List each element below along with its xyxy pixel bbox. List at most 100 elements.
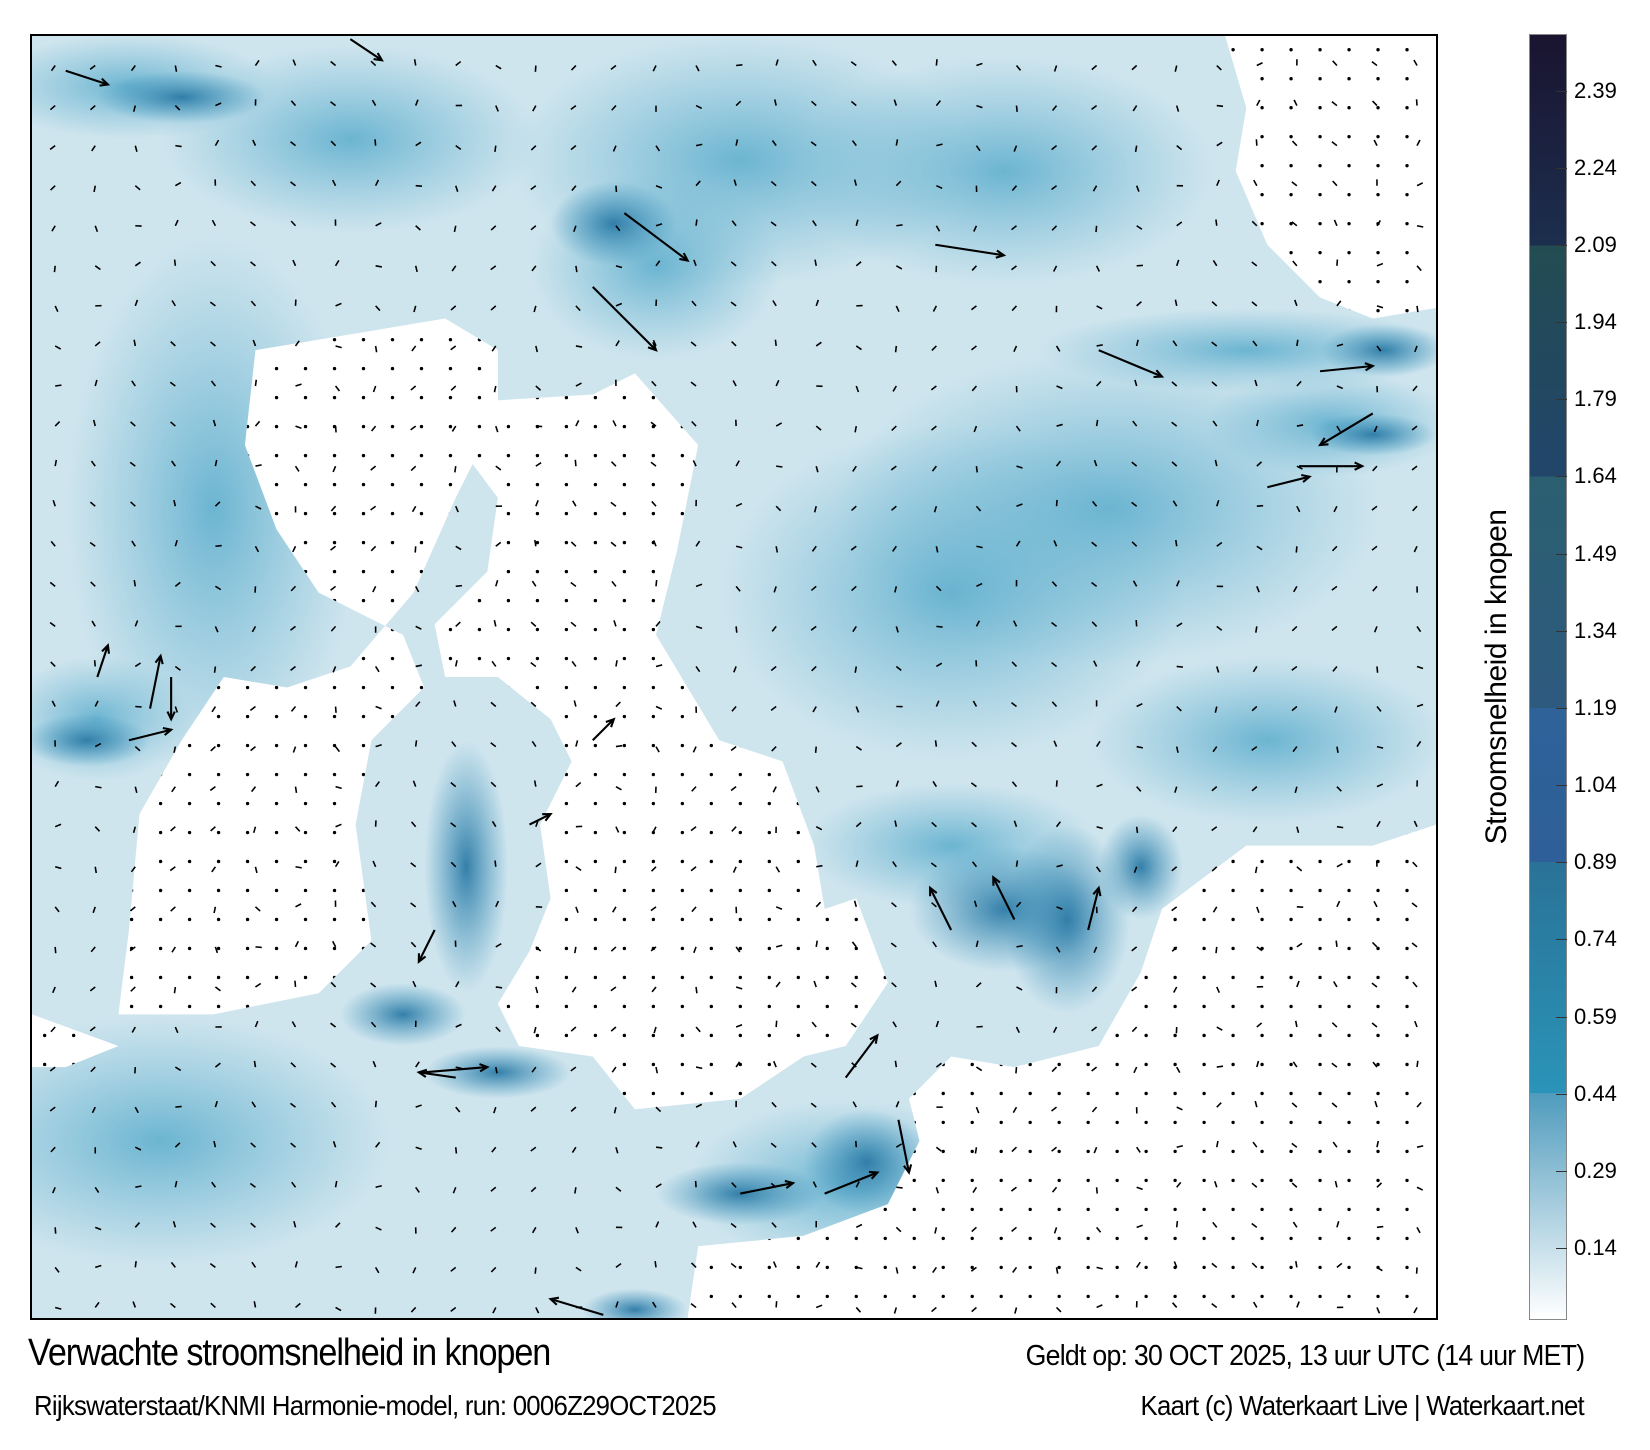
current-vector bbox=[973, 900, 978, 908]
current-vector bbox=[1416, 1186, 1424, 1191]
current-vector bbox=[50, 1026, 56, 1033]
current-vector bbox=[250, 300, 257, 307]
current-vector bbox=[690, 1303, 697, 1309]
current-vector bbox=[1091, 541, 1098, 547]
current-vector bbox=[490, 1226, 497, 1232]
current-vector bbox=[615, 1186, 622, 1192]
current-vector bbox=[1091, 145, 1098, 151]
current-vector bbox=[415, 1146, 422, 1150]
current-vector bbox=[575, 345, 583, 348]
current-vector bbox=[810, 585, 817, 592]
current-vector bbox=[1373, 626, 1378, 633]
current-vector bbox=[50, 185, 56, 191]
current-vector bbox=[1091, 1026, 1098, 1032]
current-vector bbox=[455, 1066, 463, 1070]
current-vector bbox=[372, 1060, 377, 1068]
current-vector bbox=[415, 1186, 420, 1193]
current-vector bbox=[691, 786, 697, 792]
current-vector bbox=[975, 505, 982, 512]
current-vector bbox=[374, 139, 377, 146]
current-vector bbox=[652, 339, 657, 347]
current-vector bbox=[174, 665, 181, 671]
current-vector bbox=[1336, 746, 1339, 753]
current-vector bbox=[1011, 742, 1017, 748]
current-vector bbox=[495, 541, 502, 547]
current-vector bbox=[1171, 381, 1178, 387]
current-vector bbox=[1296, 505, 1301, 513]
current-vector bbox=[1136, 225, 1143, 230]
current-vector bbox=[731, 220, 737, 227]
current-vector bbox=[410, 425, 417, 431]
current-vector bbox=[330, 101, 337, 107]
current-vector bbox=[170, 1261, 176, 1268]
current-vector bbox=[1412, 505, 1418, 512]
current-vector bbox=[454, 466, 457, 473]
current-vector bbox=[775, 1020, 778, 1028]
current-vector bbox=[1376, 783, 1384, 788]
current-vector bbox=[733, 666, 737, 673]
current-vector bbox=[495, 465, 502, 471]
current-vector bbox=[1296, 424, 1304, 427]
current-vector bbox=[773, 99, 777, 106]
valid-time: Geldt op: 30 OCT 2025, 13 uur UTC (14 uu… bbox=[1025, 1340, 1585, 1372]
current-vector bbox=[1051, 1146, 1058, 1152]
current-vector bbox=[1091, 500, 1098, 507]
current-vector bbox=[292, 545, 297, 553]
colorbar-tick-label: 2.24 bbox=[1574, 154, 1617, 180]
current-vector bbox=[1131, 64, 1138, 71]
current-vector bbox=[533, 305, 537, 313]
current-vector bbox=[1336, 825, 1344, 829]
current-vector bbox=[411, 505, 417, 513]
current-vector bbox=[731, 826, 737, 832]
current-vector bbox=[290, 1142, 297, 1148]
current-vector bbox=[1372, 585, 1378, 592]
current-vector bbox=[615, 785, 622, 791]
land-area bbox=[118, 318, 498, 1015]
current-vector bbox=[810, 180, 817, 187]
current-vector bbox=[1215, 946, 1218, 954]
current-vector bbox=[1416, 625, 1422, 633]
current-vector bbox=[690, 826, 697, 832]
current-vector bbox=[852, 625, 857, 633]
current-vector bbox=[495, 64, 502, 70]
current-vector bbox=[455, 1106, 461, 1113]
current-vector bbox=[894, 345, 898, 353]
current-vector bbox=[1052, 265, 1058, 272]
current-vector bbox=[1292, 260, 1298, 267]
current-arrow bbox=[529, 812, 553, 826]
current-vector bbox=[530, 185, 537, 191]
current-vector bbox=[1134, 379, 1138, 387]
current-vector bbox=[1093, 459, 1098, 467]
current-vector bbox=[294, 465, 300, 472]
current-vector bbox=[655, 1146, 663, 1149]
current-vector bbox=[975, 982, 982, 988]
current-vector bbox=[1371, 982, 1378, 988]
current-vector bbox=[210, 260, 216, 267]
land-area bbox=[687, 824, 1436, 1318]
current-vector bbox=[775, 906, 783, 911]
current-vector bbox=[174, 105, 181, 111]
current-vector bbox=[1411, 425, 1418, 431]
current-vector bbox=[335, 1222, 341, 1228]
current-vector bbox=[132, 826, 137, 834]
current-vector bbox=[976, 1066, 983, 1072]
current-vector bbox=[252, 139, 257, 146]
current-vector bbox=[255, 982, 262, 988]
current-vector bbox=[412, 780, 417, 787]
current-vector bbox=[570, 541, 577, 547]
current-vector bbox=[615, 1146, 619, 1154]
current-vector bbox=[250, 180, 257, 187]
current-vector bbox=[490, 1266, 497, 1273]
current-vector bbox=[772, 786, 777, 793]
current-vector bbox=[535, 425, 543, 428]
colorbar-tick-mark bbox=[1556, 785, 1567, 787]
current-vector bbox=[895, 305, 900, 312]
colorbar-tick-mark bbox=[1556, 707, 1567, 709]
current-vector bbox=[535, 862, 542, 868]
current-vector bbox=[1011, 1226, 1017, 1233]
current-vector bbox=[254, 420, 261, 427]
current-vector bbox=[650, 866, 657, 872]
current-vector bbox=[1055, 499, 1058, 507]
current-vector bbox=[735, 626, 738, 633]
current-vector bbox=[134, 745, 141, 752]
